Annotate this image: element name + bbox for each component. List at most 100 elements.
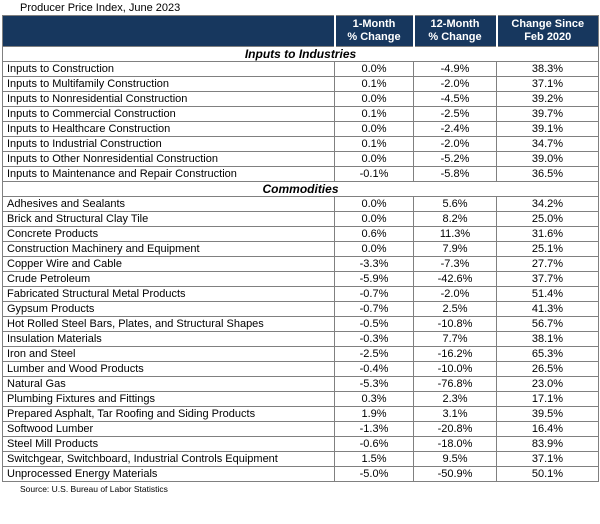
cell-change-since-feb-2020: 25.1% <box>496 241 599 257</box>
cell-1-month-change: -0.7% <box>334 301 414 317</box>
row-label: Construction Machinery and Equipment <box>2 241 335 257</box>
cell-1-month-change: 0.1% <box>334 136 414 152</box>
row-label: Copper Wire and Cable <box>2 256 335 272</box>
table-row: Iron and Steel -2.5% -16.2% 65.3% <box>2 346 599 362</box>
row-label: Lumber and Wood Products <box>2 361 335 377</box>
table-row: Inputs to Nonresidential Construction 0.0… <box>2 91 599 107</box>
cell-change-since-feb-2020: 39.7% <box>496 106 599 122</box>
cell-12-month-change: 7.9% <box>413 241 497 257</box>
cell-12-month-change: 3.1% <box>413 406 497 422</box>
header-row: 1-Month% Change 12-Month% Change Change … <box>2 15 599 47</box>
header-1-month: 1-Month% Change <box>333 15 414 47</box>
header-12-month-line1: 12-Month <box>430 18 480 30</box>
row-label: Hot Rolled Steel Bars, Plates, and Struc… <box>2 316 335 332</box>
table-row: Lumber and Wood Products -0.4% -10.0% 26.5% <box>2 361 599 377</box>
cell-1-month-change: -5.9% <box>334 271 414 287</box>
cell-change-since-feb-2020: 37.7% <box>496 271 599 287</box>
row-label: Gypsum Products <box>2 301 335 317</box>
cell-12-month-change: 5.6% <box>413 196 497 212</box>
table-row: Inputs to Industrial Construction 0.1% -2.… <box>2 136 599 152</box>
table-row: Prepared Asphalt, Tar Roofing and Siding… <box>2 406 599 422</box>
header-empty-cell <box>2 15 335 47</box>
cell-change-since-feb-2020: 25.0% <box>496 211 599 227</box>
row-label: Fabricated Structural Metal Products <box>2 286 335 302</box>
row-label: Inputs to Healthcare Construction <box>2 121 335 137</box>
table-row: Switchgear, Switchboard, Industrial Cont… <box>2 451 599 467</box>
cell-12-month-change: -42.6% <box>413 271 497 287</box>
table-row: Natural Gas -5.3% -76.8% 23.0% <box>2 376 599 392</box>
table-row: Insulation Materials -0.3% 7.7% 38.1% <box>2 331 599 347</box>
section-header-row: Commodities <box>2 181 599 197</box>
header-1-month-line1: 1-Month <box>352 18 396 30</box>
cell-1-month-change: -0.5% <box>334 316 414 332</box>
cell-12-month-change: -18.0% <box>413 436 497 452</box>
section-title: Commodities <box>2 181 599 197</box>
cell-12-month-change: 8.2% <box>413 211 497 227</box>
cell-change-since-feb-2020: 37.1% <box>496 451 599 467</box>
table-row: Inputs to Healthcare Construction 0.0% -2.… <box>2 121 599 137</box>
header-1-month-line2: % Change <box>347 31 401 43</box>
cell-12-month-change: -5.8% <box>413 166 497 182</box>
source-note: Source: U.S. Bureau of Labor Statistics <box>20 484 168 494</box>
row-label: Softwood Lumber <box>2 421 335 437</box>
cell-1-month-change: -2.5% <box>334 346 414 362</box>
cell-1-month-change: -0.1% <box>334 166 414 182</box>
cell-1-month-change: 0.0% <box>334 211 414 227</box>
table-row: Inputs to Construction 0.0% -4.9% 38.3% <box>2 61 599 77</box>
row-label: Inputs to Industrial Construction <box>2 136 335 152</box>
row-label: Inputs to Other Nonresidential Construct… <box>2 151 335 167</box>
cell-12-month-change: 11.3% <box>413 226 497 242</box>
cell-change-since-feb-2020: 56.7% <box>496 316 599 332</box>
row-label: Prepared Asphalt, Tar Roofing and Siding… <box>2 406 335 422</box>
table-row: Brick and Structural Clay Tile 0.0% 8.2% 25… <box>2 211 599 227</box>
row-label: Unprocessed Energy Materials <box>2 466 335 482</box>
cell-1-month-change: -3.3% <box>334 256 414 272</box>
row-label: Inputs to Multifamily Construction <box>2 76 335 92</box>
cell-12-month-change: -2.0% <box>413 286 497 302</box>
header-change-since-line1: Change Since <box>511 18 585 30</box>
row-label: Concrete Products <box>2 226 335 242</box>
table-row: Crude Petroleum -5.9% -42.6% 37.7% <box>2 271 599 287</box>
cell-1-month-change: -1.3% <box>334 421 414 437</box>
table-row: Softwood Lumber -1.3% -20.8% 16.4% <box>2 421 599 437</box>
ppi-table: 1-Month% Change 12-Month% Change Change … <box>2 15 599 482</box>
cell-1-month-change: 0.0% <box>334 61 414 77</box>
cell-12-month-change: -16.2% <box>413 346 497 362</box>
cell-12-month-change: -2.4% <box>413 121 497 137</box>
table-row: Copper Wire and Cable -3.3% -7.3% 27.7% <box>2 256 599 272</box>
table-row: Construction Machinery and Equipment 0.0%… <box>2 241 599 257</box>
table-row: Gypsum Products -0.7% 2.5% 41.3% <box>2 301 599 317</box>
cell-12-month-change: -76.8% <box>413 376 497 392</box>
cell-change-since-feb-2020: 65.3% <box>496 346 599 362</box>
header-12-month-line2: % Change <box>428 31 482 43</box>
section-title: Inputs to Industries <box>2 46 599 62</box>
cell-change-since-feb-2020: 36.5% <box>496 166 599 182</box>
cell-12-month-change: 7.7% <box>413 331 497 347</box>
cell-12-month-change: -4.5% <box>413 91 497 107</box>
cell-12-month-change: -5.2% <box>413 151 497 167</box>
cell-12-month-change: -7.3% <box>413 256 497 272</box>
cell-change-since-feb-2020: 26.5% <box>496 361 599 377</box>
cell-change-since-feb-2020: 23.0% <box>496 376 599 392</box>
table-row: Inputs to Multifamily Construction 0.1% -2… <box>2 76 599 92</box>
row-label: Steel Mill Products <box>2 436 335 452</box>
cell-12-month-change: -4.9% <box>413 61 497 77</box>
header-change-since: Change Since Feb 2020 <box>495 15 599 47</box>
cell-1-month-change: 1.9% <box>334 406 414 422</box>
cell-change-since-feb-2020: 27.7% <box>496 256 599 272</box>
table-row: Steel Mill Products -0.6% -18.0% 83.9% <box>2 436 599 452</box>
row-label: Adhesives and Sealants <box>2 196 335 212</box>
cell-change-since-feb-2020: 50.1% <box>496 466 599 482</box>
table-row: Hot Rolled Steel Bars, Plates, and Struc… <box>2 316 599 332</box>
cell-change-since-feb-2020: 38.1% <box>496 331 599 347</box>
row-label: Switchgear, Switchboard, Industrial Cont… <box>2 451 335 467</box>
table-row: Adhesives and Sealants 0.0% 5.6% 34.2% <box>2 196 599 212</box>
cell-1-month-change: -0.3% <box>334 331 414 347</box>
cell-1-month-change: 0.0% <box>334 196 414 212</box>
row-label: Iron and Steel <box>2 346 335 362</box>
cell-12-month-change: -10.0% <box>413 361 497 377</box>
cell-12-month-change: -10.8% <box>413 316 497 332</box>
cell-change-since-feb-2020: 41.3% <box>496 301 599 317</box>
cell-1-month-change: -0.6% <box>334 436 414 452</box>
